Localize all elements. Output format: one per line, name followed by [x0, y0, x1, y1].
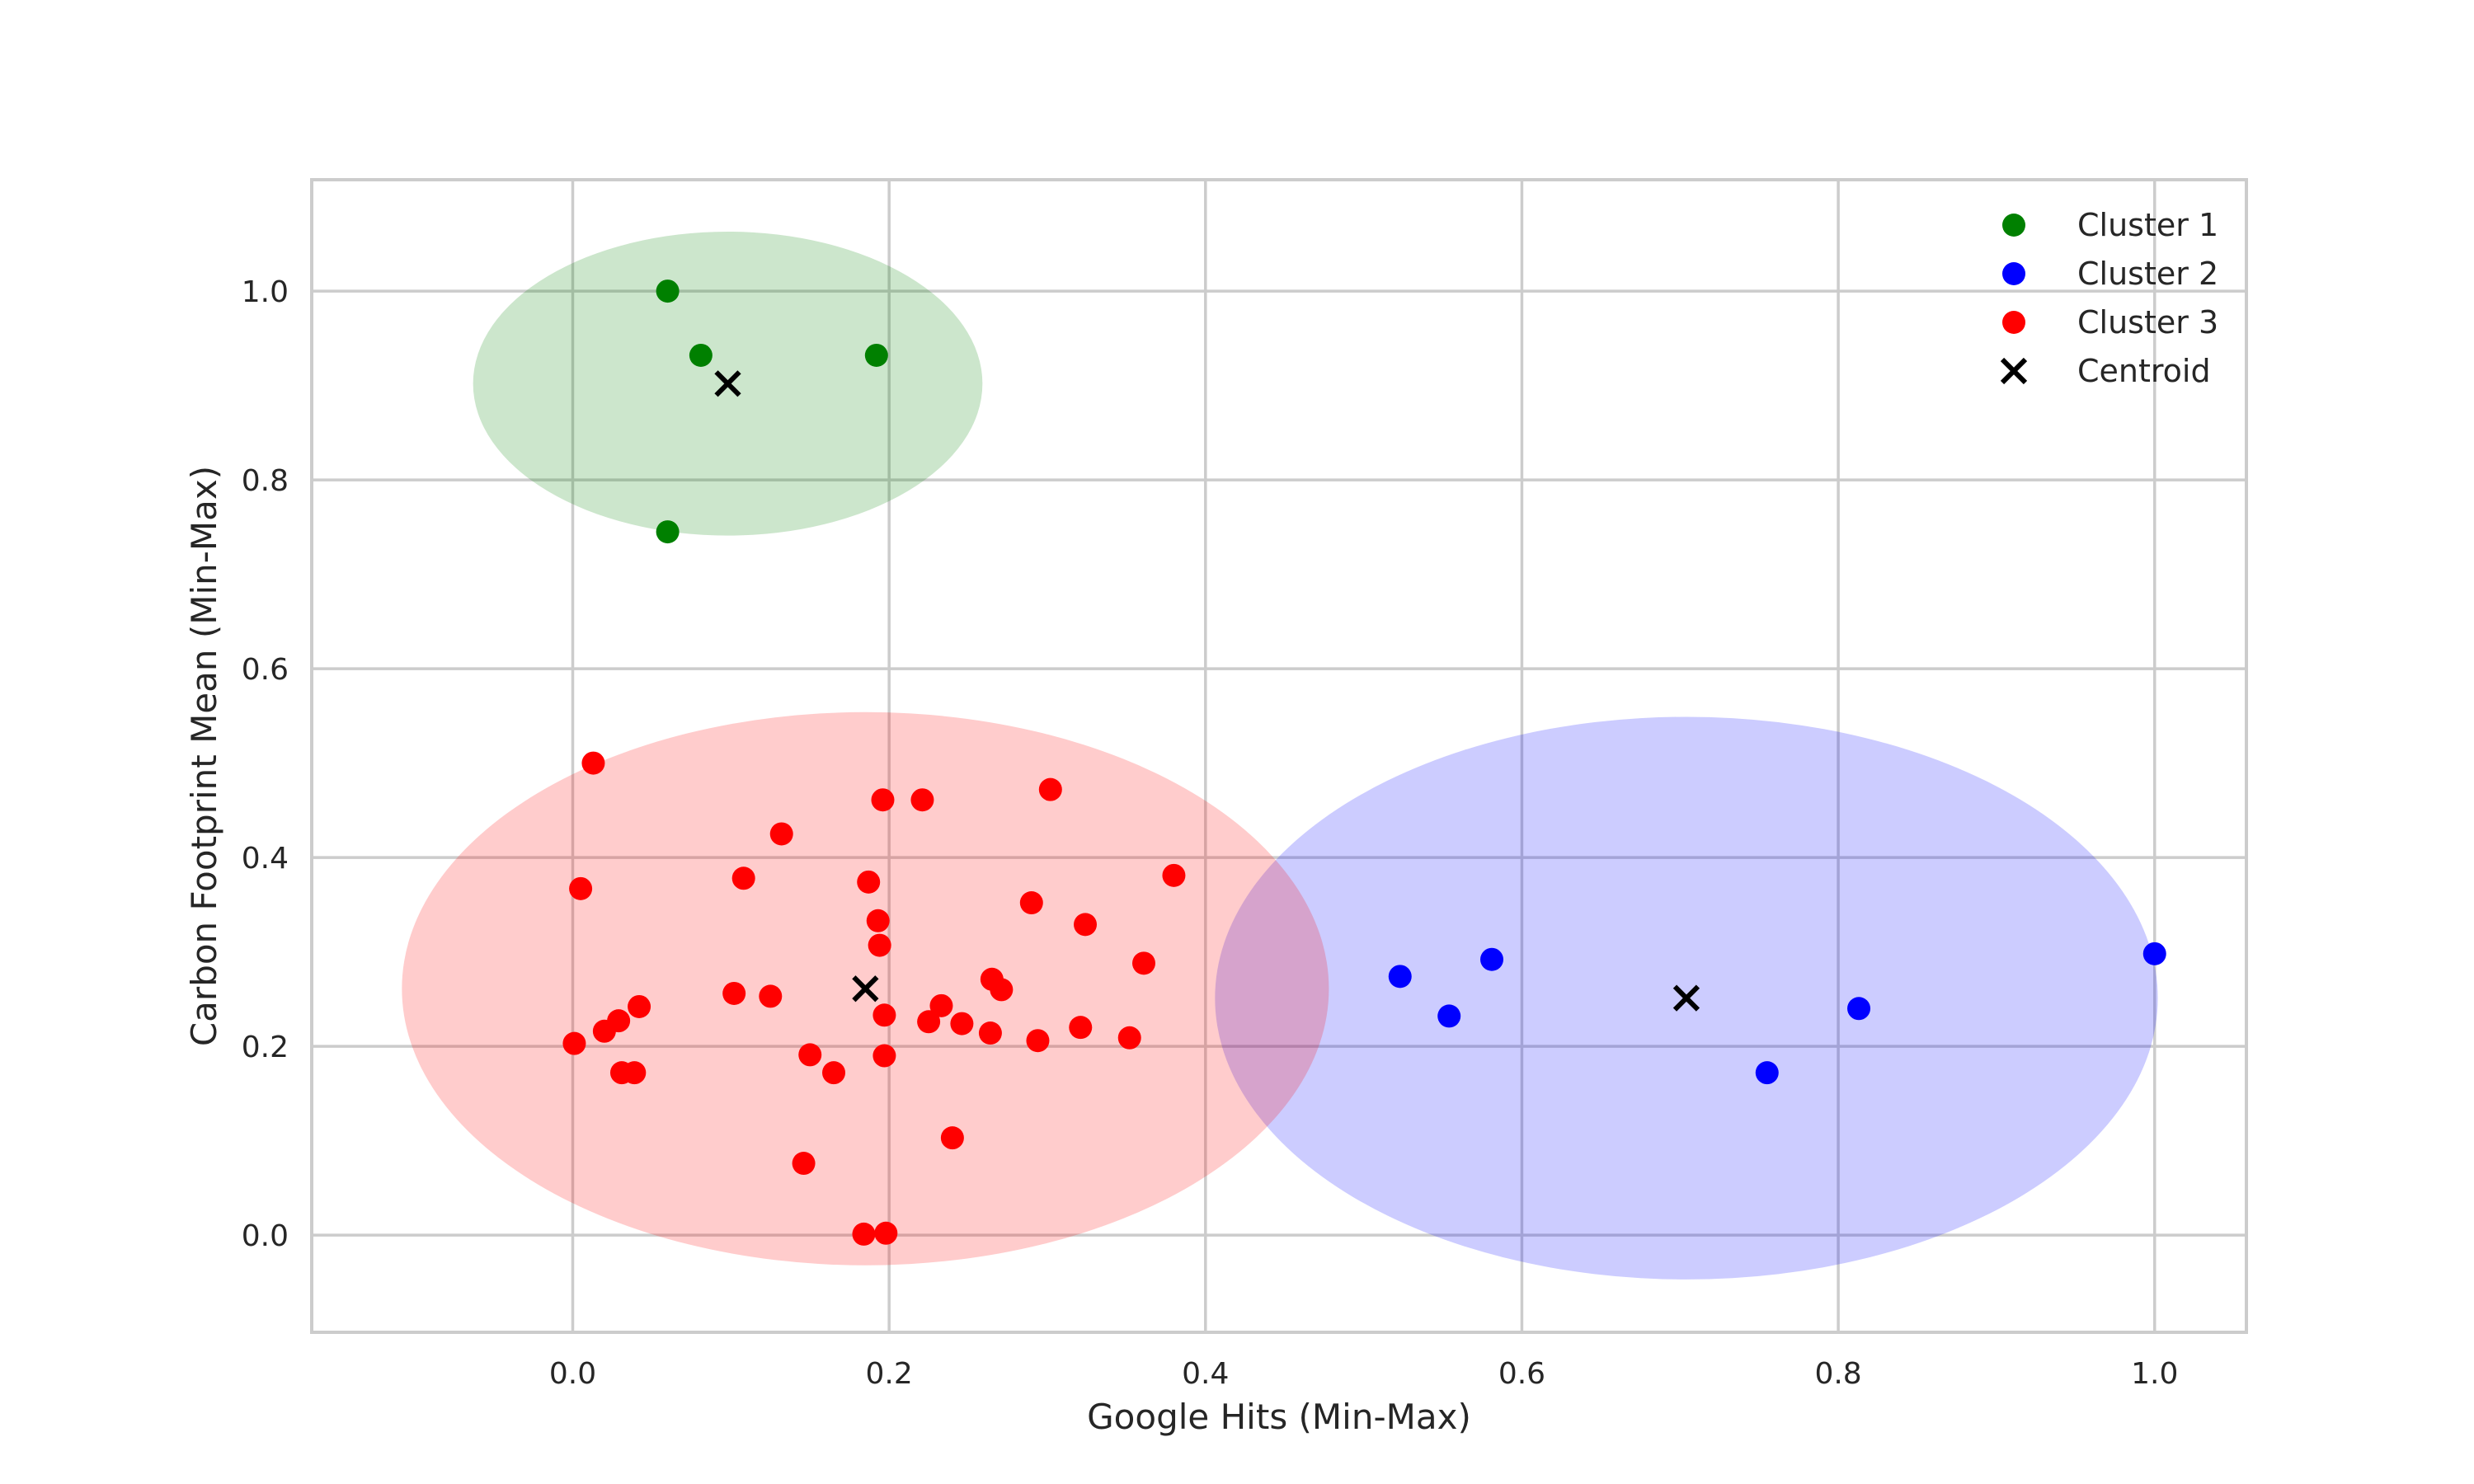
data-point [569, 876, 593, 900]
data-point [689, 343, 713, 367]
legend-marker [2000, 357, 2028, 385]
centroid-marker [852, 975, 879, 1003]
legend-label: Cluster 2 [2077, 256, 2218, 292]
y-tick-label: 0.4 [242, 842, 289, 876]
data-point [1069, 1016, 1093, 1040]
data-point [1755, 1061, 1779, 1085]
y-axis-title: Carbon Footprint Mean (Min-Max) [184, 466, 224, 1046]
data-point [1026, 1029, 1050, 1053]
data-point [1847, 997, 1871, 1021]
data-point [822, 1061, 846, 1085]
data-point [866, 909, 890, 932]
data-point [950, 1012, 974, 1036]
grid [312, 180, 2246, 1332]
legend: Cluster 1 Cluster 2 Cluster 3 Centroid [2000, 207, 2218, 389]
legend-marker [2002, 214, 2025, 237]
y-tick-label: 0.8 [242, 464, 289, 498]
data-point [871, 788, 895, 812]
data-point [722, 981, 746, 1005]
data-point [792, 1152, 816, 1176]
data-point [1019, 891, 1043, 915]
legend-label: Cluster 3 [2077, 304, 2218, 340]
x-tick-labels: 0.0 0.2 0.4 0.6 0.8 1.0 [549, 1357, 2178, 1391]
data-point [628, 994, 651, 1018]
y-tick-label: 1.0 [242, 275, 289, 309]
data-point [940, 1126, 964, 1150]
centroid-marker [714, 370, 741, 397]
y-tick-label: 0.6 [242, 653, 289, 687]
data-points [562, 279, 2166, 1246]
plot-background [312, 180, 2246, 1332]
data-point [872, 1044, 896, 1068]
data-point [1131, 951, 1155, 975]
x-tick-label: 0.6 [1498, 1357, 1545, 1391]
plot-frame [310, 178, 2248, 1334]
data-point [1388, 965, 1412, 989]
data-point [857, 870, 881, 894]
legend-marker [2002, 311, 2025, 334]
legend-label: Cluster 1 [2077, 207, 2218, 243]
data-point [656, 520, 680, 544]
data-point [2142, 942, 2166, 965]
data-point [1117, 1026, 1141, 1050]
x-axis-title: Google Hits (Min-Max) [1087, 1397, 1471, 1437]
legend-marker [2002, 262, 2025, 285]
data-point [607, 1009, 631, 1033]
data-point [656, 279, 680, 303]
legend-label: Centroid [2077, 353, 2211, 389]
data-point [1074, 913, 1098, 937]
x-tick-label: 0.8 [1814, 1357, 1861, 1391]
data-point [872, 1003, 896, 1027]
centroid-markers [714, 370, 1700, 1012]
data-point [798, 1043, 822, 1067]
data-point [864, 343, 888, 367]
y-tick-labels: 0.0 0.2 0.4 0.6 0.8 1.0 [242, 275, 289, 1253]
centroid-marker [1672, 984, 1700, 1012]
data-point [1437, 1004, 1461, 1028]
x-tick-label: 0.0 [549, 1357, 596, 1391]
data-point [1480, 947, 1504, 971]
x-tick-label: 0.4 [1182, 1357, 1229, 1391]
data-point [910, 788, 934, 812]
data-point [852, 1222, 876, 1246]
x-tick-label: 1.0 [2131, 1357, 2178, 1391]
data-point [759, 984, 783, 1008]
data-point [929, 993, 953, 1017]
data-point [623, 1061, 647, 1085]
data-point [1162, 863, 1186, 887]
y-tick-label: 0.2 [242, 1031, 289, 1064]
data-point [562, 1031, 586, 1055]
x-tick-label: 0.2 [866, 1357, 913, 1391]
data-point [769, 822, 793, 846]
data-point [1038, 777, 1062, 801]
data-point [978, 1021, 1002, 1045]
data-point [868, 933, 891, 957]
y-tick-label: 0.0 [242, 1219, 289, 1253]
data-point [874, 1221, 898, 1245]
data-point [990, 978, 1014, 1002]
data-point [581, 751, 605, 775]
data-point [731, 866, 755, 890]
data-point [917, 1010, 941, 1034]
